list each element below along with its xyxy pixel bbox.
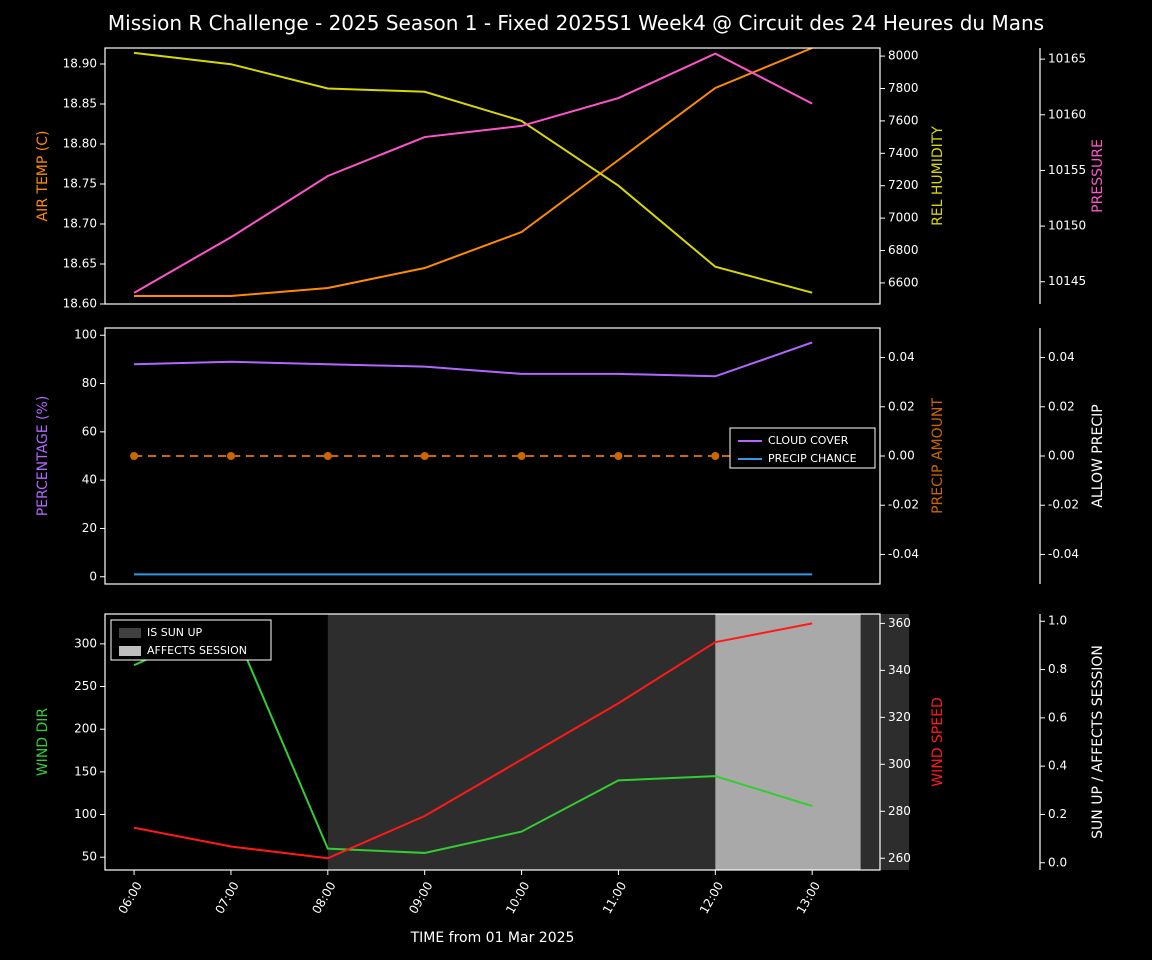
y-tick-label: 10150 [1048, 219, 1086, 233]
y-tick-label: 18.65 [63, 257, 97, 271]
y-tick-label: 150 [74, 764, 97, 778]
marker-precip-amount [421, 452, 429, 460]
y-tick-label: 50 [82, 850, 97, 864]
y-tick-label: -0.02 [1048, 498, 1079, 512]
y-tick-label: 20 [82, 521, 97, 535]
marker-precip-amount [324, 452, 332, 460]
legend-label: PRECIP CHANCE [768, 452, 857, 465]
y-tick-label: 340 [888, 663, 911, 677]
y-axis-label: REL HUMIDITY [930, 126, 946, 226]
y-tick-label: 18.75 [63, 177, 97, 191]
y-tick-label: 10165 [1048, 52, 1086, 66]
chart-title: Mission R Challenge - 2025 Season 1 - Fi… [108, 11, 1044, 35]
y-tick-label: 100 [74, 807, 97, 821]
marker-precip-amount [227, 452, 235, 460]
marker-precip-amount [518, 452, 526, 460]
y-tick-label: 250 [74, 679, 97, 693]
y-tick-label: 18.60 [63, 297, 97, 311]
y-tick-label: 0.8 [1048, 662, 1067, 676]
y-tick-label: 260 [888, 851, 911, 865]
y-tick-label: 10160 [1048, 107, 1086, 121]
y-tick-label: -0.04 [1048, 547, 1079, 561]
y-axis-label: WIND SPEED [930, 697, 946, 786]
y-tick-label: 40 [82, 473, 97, 487]
marker-precip-amount [614, 452, 622, 460]
y-tick-label: 0 [89, 569, 97, 583]
y-tick-label: 0.00 [888, 449, 915, 463]
y-tick-label: 6800 [888, 243, 919, 257]
y-tick-label: 80 [82, 376, 97, 390]
y-tick-label: 60 [82, 424, 97, 438]
y-tick-label: 10155 [1048, 163, 1086, 177]
y-tick-label: 10145 [1048, 274, 1086, 288]
weather-chart: Mission R Challenge - 2025 Season 1 - Fi… [0, 0, 1152, 960]
y-axis-label: SUN UP / AFFECTS SESSION [1090, 645, 1106, 839]
y-tick-label: 18.90 [63, 57, 97, 71]
marker-precip-amount [130, 452, 138, 460]
y-tick-label: 0.00 [1048, 449, 1075, 463]
y-tick-label: 300 [74, 636, 97, 650]
legend-label: IS SUN UP [147, 626, 203, 639]
y-tick-label: 0.04 [1048, 350, 1075, 364]
y-tick-label: 18.70 [63, 217, 97, 231]
y-tick-label: 7600 [888, 113, 919, 127]
y-tick-label: 100 [74, 328, 97, 342]
y-axis-label: WIND DIR [35, 708, 51, 777]
region-affects-session [715, 614, 860, 870]
y-tick-label: 200 [74, 722, 97, 736]
y-tick-label: 0.4 [1048, 759, 1067, 773]
x-axis-label: TIME from 01 Mar 2025 [410, 930, 575, 946]
y-tick-label: -0.02 [888, 498, 919, 512]
y-tick-label: 7800 [888, 81, 919, 95]
y-tick-label: 8000 [888, 49, 919, 63]
y-tick-label: 18.85 [63, 97, 97, 111]
y-axis-label: PERCENTAGE (%) [35, 396, 51, 517]
y-tick-label: 7200 [888, 178, 919, 192]
y-tick-label: -0.04 [888, 547, 919, 561]
y-tick-label: 280 [888, 804, 911, 818]
y-tick-label: 1.0 [1048, 614, 1067, 628]
y-tick-label: 0.04 [888, 350, 915, 364]
legend-label: AFFECTS SESSION [147, 644, 247, 657]
legend-label: CLOUD COVER [768, 434, 849, 447]
marker-precip-amount [711, 452, 719, 460]
y-axis-label: PRECIP AMOUNT [930, 398, 946, 514]
y-axis-label: PRESSURE [1090, 139, 1106, 213]
y-axis-label: AIR TEMP (C) [35, 131, 51, 222]
y-axis-label: ALLOW PRECIP [1090, 404, 1106, 507]
y-tick-label: 0.0 [1048, 855, 1067, 869]
y-tick-label: 360 [888, 616, 911, 630]
y-tick-label: 0.2 [1048, 807, 1067, 821]
y-tick-label: 7000 [888, 211, 919, 225]
y-tick-label: 0.02 [888, 399, 915, 413]
y-tick-label: 0.02 [1048, 399, 1075, 413]
y-tick-label: 6600 [888, 275, 919, 289]
y-tick-label: 320 [888, 710, 911, 724]
y-tick-label: 18.80 [63, 137, 97, 151]
y-tick-label: 7400 [888, 146, 919, 160]
y-tick-label: 300 [888, 757, 911, 771]
y-tick-label: 0.6 [1048, 710, 1067, 724]
